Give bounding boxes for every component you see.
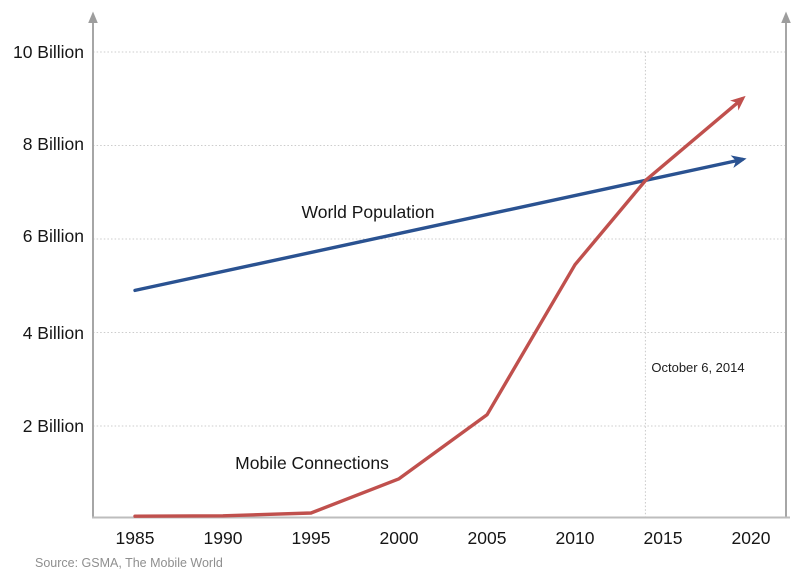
series-label-world-population: World Population: [301, 202, 435, 222]
y-tick-label-8b: 8 Billion: [22, 134, 84, 154]
x-tick-label-2005: 2005: [467, 528, 507, 548]
y-tick-label-4b: 4 Billion: [22, 323, 84, 343]
mobile-connections-line: [133, 95, 746, 518]
y-axis-left-arrow-icon: [88, 11, 98, 23]
world-population-line: [133, 155, 747, 293]
annotation-october-6-2014: October 6, 2014: [651, 360, 745, 375]
x-tick-label-2010: 2010: [555, 528, 595, 548]
y-tick-label-2b: 2 Billion: [22, 416, 84, 436]
x-tick-label-2000: 2000: [379, 528, 419, 548]
y-tick-label-10b: 10 Billion: [12, 42, 84, 62]
source-note: Source: GSMA, The Mobile World: [35, 556, 223, 570]
x-tick-label-1985: 1985: [115, 528, 155, 548]
y-tick-label-6b: 6 Billion: [22, 226, 84, 246]
x-tick-label-1990: 1990: [203, 528, 243, 548]
x-tick-label-2015: 2015: [643, 528, 683, 548]
y-axis-right-arrow-icon: [781, 11, 791, 23]
series-label-mobile-connections: Mobile Connections: [235, 453, 389, 473]
x-tick-label-2020: 2020: [731, 528, 771, 548]
x-tick-label-1995: 1995: [291, 528, 331, 548]
